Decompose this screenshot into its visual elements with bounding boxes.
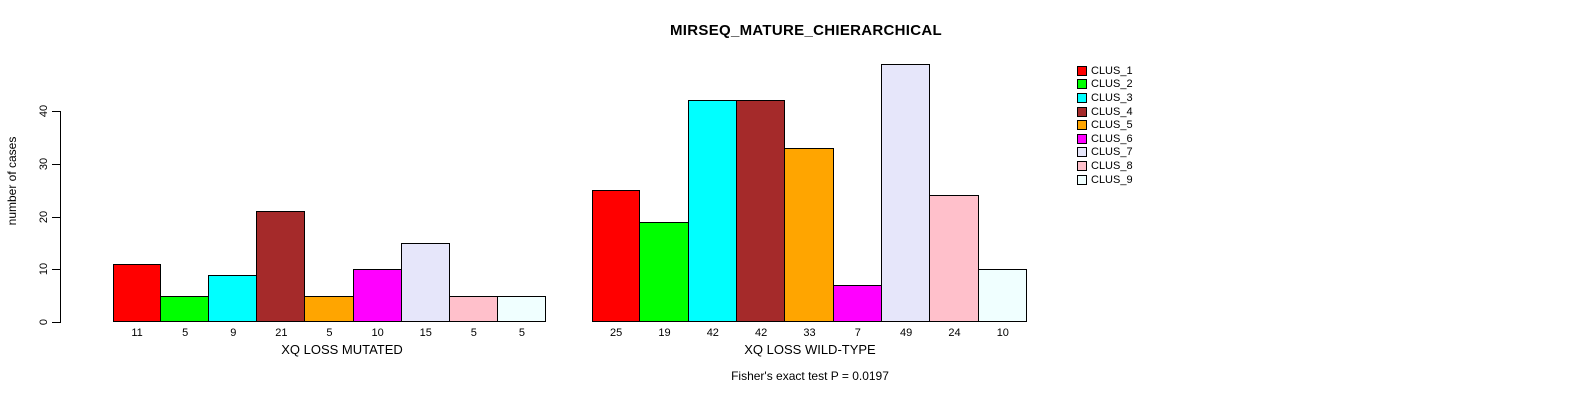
legend-label: CLUS_7 [1091,146,1133,159]
y-axis-tick [52,111,60,112]
bar-clus_8 [448,296,498,322]
legend-item-clus_1: CLUS_1 [1077,64,1133,78]
legend: CLUS_1 CLUS_2 CLUS_3 CLUS_4 CLUS_5 CLUS_6 CLUS… [1077,64,1133,186]
y-axis-tick [52,163,60,165]
bar-value-label: 11 [131,327,143,339]
bar-value-label: 5 [470,327,477,339]
legend-swatch-icon [1077,106,1087,117]
bar-clus_4 [256,211,306,322]
bar-clus_1 [113,264,162,322]
bar-clus_1 [592,190,641,322]
fisher-test-annotation: Fisher's exact test P = 0.0197 [731,369,889,383]
bar-value-label: 49 [900,327,913,339]
legend-swatch-icon [1077,92,1087,103]
legend-item-clus_4: CLUS_4 [1077,105,1133,119]
y-axis-tick [52,216,60,218]
y-axis-tick [52,322,60,323]
legend-swatch-icon [1077,133,1087,144]
legend-swatch-icon [1077,120,1087,131]
legend-label: CLUS_8 [1091,159,1133,172]
bar-value-label: 5 [182,327,189,339]
legend-item-clus_7: CLUS_7 [1077,146,1133,160]
y-axis-label: number of cases [5,136,19,226]
legend-item-clus_8: CLUS_8 [1077,159,1133,173]
bar-value-label: 21 [275,327,288,339]
legend-label: CLUS_4 [1091,105,1133,118]
y-axis-tick-label: 40 [38,104,50,118]
y-axis-tick-label: 10 [38,263,50,276]
barplot-xq-loss-wild-type [592,0,1027,322]
legend-swatch-icon [1077,174,1087,185]
legend-item-clus_9: CLUS_9 [1077,173,1133,187]
y-axis-line [60,111,61,323]
y-axis-tick-label: 30 [38,157,50,170]
bar-clus_2 [639,222,689,322]
legend-label: CLUS_6 [1091,132,1133,145]
bar-value-label: 9 [230,327,237,339]
legend-item-clus_3: CLUS_3 [1077,91,1133,105]
y-axis-tick-label: 0 [38,318,50,326]
bar-clus_6 [832,285,882,322]
bar-value-label: 42 [755,327,768,339]
bar-value-label: 33 [803,327,816,339]
legend-label: CLUS_9 [1091,173,1133,186]
bar-clus_5 [304,296,354,322]
legend-swatch-icon [1077,79,1087,90]
legend-label: CLUS_5 [1091,119,1133,132]
bar-clus_7 [880,64,931,322]
bar-clus_6 [352,269,402,322]
bar-value-label: 24 [948,327,961,339]
legend-item-clus_2: CLUS_2 [1077,78,1133,92]
bar-value-label: 5 [326,327,333,339]
legend-item-clus_6: CLUS_6 [1077,132,1133,146]
x-axis-label-wild-type: XQ LOSS WILD-TYPE [744,342,876,357]
bar-value-label: 5 [518,327,525,339]
bar-value-label: 42 [706,327,719,339]
bar-clus_7 [400,243,450,322]
legend-label: CLUS_3 [1091,91,1133,104]
y-axis-tick-label: 20 [38,210,50,223]
legend-swatch-icon [1077,65,1087,76]
chart-title: MIRSEQ_MATURE_CHIERARCHICAL [670,22,942,39]
legend-swatch-icon [1077,147,1087,158]
bar-clus_3 [208,275,258,322]
bar-clus_5 [784,148,834,322]
barplot-xq-loss-mutated [113,0,546,322]
bar-clus_9 [496,296,546,322]
legend-swatch-icon [1077,160,1087,171]
bar-value-label: 25 [610,327,623,339]
bar-value-label: 15 [419,327,432,339]
bar-clus_3 [687,100,737,322]
bar-value-label: 10 [371,327,384,339]
legend-label: CLUS_2 [1091,78,1133,91]
x-axis-label-mutated: XQ LOSS MUTATED [281,342,403,357]
bar-clus_9 [977,269,1027,322]
bar-clus_8 [929,195,979,322]
bar-value-label: 10 [996,327,1009,339]
bar-clus_4 [735,100,786,322]
bar-value-label: 19 [658,327,671,339]
bar-clus_2 [160,296,210,322]
bar-value-label: 7 [854,327,861,339]
legend-label: CLUS_1 [1091,64,1133,77]
y-axis-tick [52,269,60,271]
legend-item-clus_5: CLUS_5 [1077,118,1133,132]
